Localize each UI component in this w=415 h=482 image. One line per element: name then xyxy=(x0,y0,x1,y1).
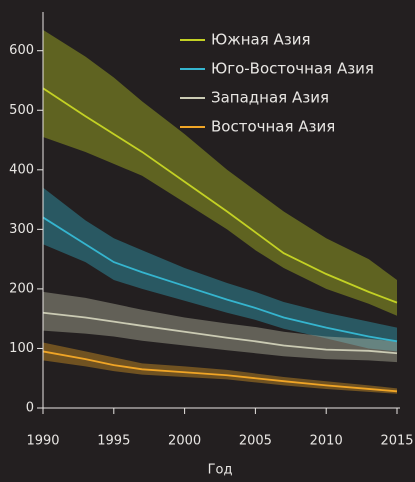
series-line xyxy=(42,311,398,355)
legend-label: Восточная Азия xyxy=(211,118,335,136)
x-axis-label: Год xyxy=(208,463,233,478)
y-tick-label: 500 xyxy=(9,103,34,118)
legend-label: Юго-Восточная Азия xyxy=(211,60,374,78)
y-tick-label: 300 xyxy=(9,222,34,237)
y-tick-label: 100 xyxy=(9,341,34,356)
confidence-band xyxy=(43,29,397,316)
x-tick-label: 1990 xyxy=(26,434,59,449)
y-tick-label: 200 xyxy=(9,281,34,296)
y-tick-label: 600 xyxy=(9,43,34,58)
confidence-band xyxy=(43,187,397,352)
confidence-band xyxy=(43,342,397,394)
x-tick-label: 2005 xyxy=(239,434,272,449)
confidence-band xyxy=(43,291,397,363)
legend-label: Южная Азия xyxy=(211,31,311,49)
series-line xyxy=(42,216,398,343)
series-line xyxy=(42,87,398,304)
y-tick-label: 400 xyxy=(9,162,34,177)
x-tick-label: 2015 xyxy=(380,434,413,449)
x-tick-label: 2000 xyxy=(168,434,201,449)
x-tick-label: 2010 xyxy=(310,434,343,449)
series-line xyxy=(42,350,398,393)
y-tick-label: 0 xyxy=(26,401,34,416)
legend-label: Западная Азия xyxy=(211,89,329,107)
x-tick-label: 1995 xyxy=(97,434,130,449)
